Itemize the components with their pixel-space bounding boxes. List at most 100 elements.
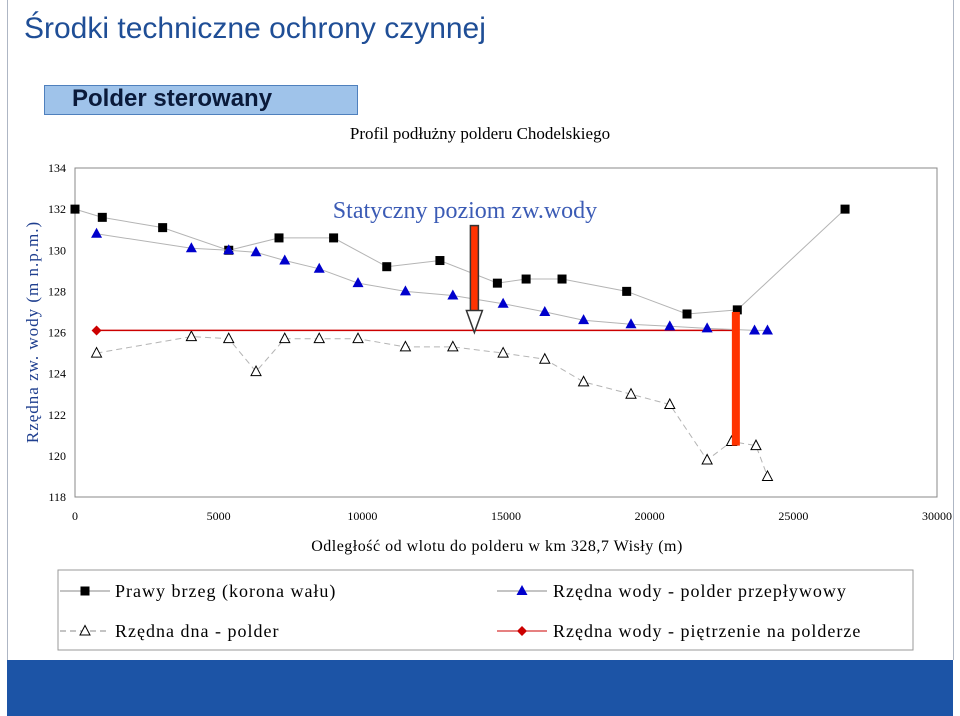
data-point xyxy=(435,256,445,266)
footer-bar xyxy=(7,660,953,716)
x-tick-label: 20000 xyxy=(635,509,665,523)
y-tick-label: 134 xyxy=(48,161,66,175)
data-point xyxy=(578,314,590,325)
polder-label-box xyxy=(44,85,358,115)
data-point xyxy=(279,254,291,265)
x-tick-label: 0 xyxy=(72,509,78,523)
axes: 118 120 122 124 126 128 130 132 134 0 5000 10000 150… xyxy=(48,161,952,523)
data-point xyxy=(701,322,713,333)
data-point xyxy=(497,297,509,308)
data-point xyxy=(732,305,742,315)
data-point xyxy=(185,242,197,253)
legend-entry: Rzędna wody - piętrzenie na polderze xyxy=(497,621,861,641)
data-point xyxy=(97,212,107,222)
y-tick-label: 126 xyxy=(48,326,66,340)
legend-label: Prawy brzeg (korona wału) xyxy=(115,581,336,602)
data-point xyxy=(622,286,632,296)
legend: Prawy brzeg (korona wału) Rzędna wody - p… xyxy=(60,581,861,641)
x-tick-label: 15000 xyxy=(491,509,521,523)
arrow-shaft xyxy=(469,224,480,314)
data-point xyxy=(761,469,774,481)
data-point xyxy=(761,324,773,335)
legend-marker xyxy=(79,624,91,636)
x-tick-label: 5000 xyxy=(207,509,231,523)
data-point xyxy=(223,244,235,255)
x-axis-label: Odległość od wlotu do polderu w km 328,7… xyxy=(311,538,683,555)
data-point xyxy=(250,364,262,377)
slide-frame xyxy=(7,0,954,660)
polder-label: Polder sterowany xyxy=(72,85,273,112)
data-point xyxy=(352,332,364,344)
data-point xyxy=(749,324,761,335)
data-point xyxy=(538,352,551,364)
x-tick-label: 10000 xyxy=(347,509,377,523)
legend-label: Rzędna wody - piętrzenie na polderze xyxy=(553,621,861,641)
y-tick-label: 118 xyxy=(48,490,66,504)
arrow-layer xyxy=(465,224,740,446)
data-point xyxy=(663,397,676,409)
legend-marker xyxy=(80,586,90,596)
series-line xyxy=(96,233,768,331)
arrow-0 xyxy=(465,224,484,335)
series-1 xyxy=(91,227,773,335)
series-3 xyxy=(91,325,738,336)
data-point xyxy=(329,233,339,243)
data-point xyxy=(447,289,459,300)
arrow-head xyxy=(465,309,484,335)
data-point xyxy=(682,309,692,319)
data-point xyxy=(352,277,364,288)
data-point xyxy=(185,330,198,342)
data-point xyxy=(447,340,459,352)
data-point xyxy=(625,387,637,399)
y-tick-label: 132 xyxy=(48,202,66,216)
legend-box xyxy=(57,569,914,651)
chart-title: Profil podłużny polderu Chodelskiego xyxy=(350,124,610,143)
legend-label: Rzędna dna - polder xyxy=(115,621,279,641)
static-level-annotation: Statyczny poziom zw.wody xyxy=(333,198,597,224)
legend-marker xyxy=(516,585,528,595)
y-tick-label: 128 xyxy=(48,284,66,298)
data-point xyxy=(399,285,411,296)
data-point xyxy=(158,223,168,233)
data-point xyxy=(625,318,637,329)
data-point xyxy=(382,262,392,272)
data-point xyxy=(492,278,502,288)
legend-entry: Prawy brzeg (korona wału) xyxy=(60,581,336,602)
x-tick-label: 30000 xyxy=(922,509,952,523)
legend-entry: Rzędna dna - polder xyxy=(60,621,279,641)
data-point xyxy=(557,274,567,284)
data-point xyxy=(91,325,102,336)
data-point xyxy=(399,340,412,352)
legend-label: Rzędna wody - polder przepływowy xyxy=(553,581,847,601)
arrow-1 xyxy=(731,311,740,446)
data-point xyxy=(664,320,676,331)
data-point xyxy=(91,227,103,238)
data-point xyxy=(840,204,850,214)
data-point xyxy=(222,332,235,344)
legend-entry: Rzędna wody - polder przepływowy xyxy=(497,581,847,601)
series-line xyxy=(74,208,846,315)
data-point xyxy=(577,375,590,387)
data-point xyxy=(313,262,325,273)
series-0 xyxy=(70,204,850,319)
data-point xyxy=(250,246,262,257)
y-axis-label: Rzędna zw. wody (m n.p.m.) xyxy=(23,221,42,443)
data-point xyxy=(521,274,531,284)
y-tick-label: 120 xyxy=(48,449,66,463)
series-layer xyxy=(70,204,850,481)
data-point xyxy=(497,346,509,358)
data-point xyxy=(70,204,80,214)
data-point xyxy=(701,453,713,465)
y-tick-label: 130 xyxy=(48,243,66,257)
x-tick-label: 25000 xyxy=(778,509,808,523)
arrow-shaft xyxy=(731,311,740,446)
plot-area xyxy=(74,167,938,498)
data-point xyxy=(90,346,103,358)
series-2 xyxy=(90,330,774,481)
series-line xyxy=(96,336,768,477)
data-point xyxy=(539,305,551,316)
y-tick-label: 124 xyxy=(48,367,66,381)
y-tick-label: 122 xyxy=(48,408,66,422)
data-point xyxy=(274,233,284,243)
